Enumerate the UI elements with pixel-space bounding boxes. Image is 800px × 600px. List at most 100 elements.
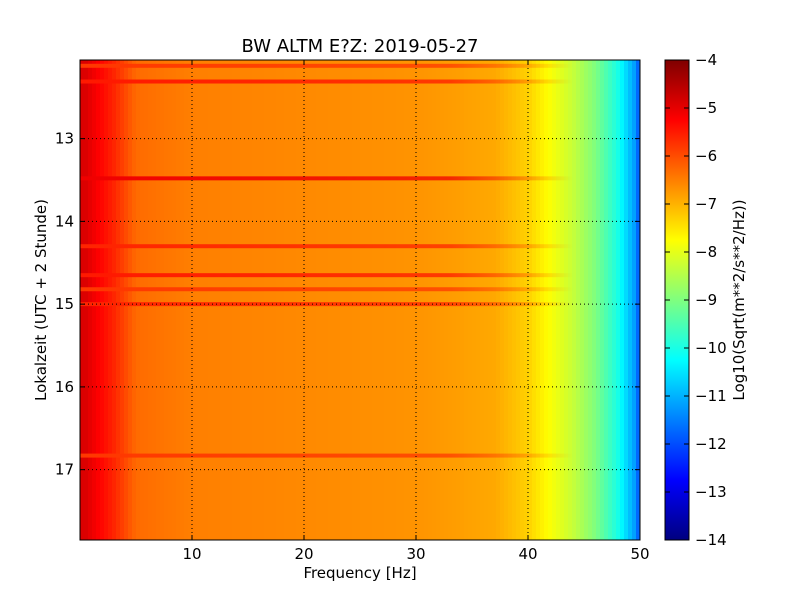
heatmap-cell: [80, 60, 85, 540]
heatmap-cell: [252, 60, 257, 540]
heatmap-cell: [216, 60, 221, 540]
heatmap-band: [80, 79, 573, 84]
colorbar-tick-label: −14: [695, 531, 727, 549]
x-tick-label: 20: [294, 545, 313, 563]
heatmap-cell: [152, 60, 157, 540]
heatmap-cell: [232, 60, 237, 540]
heatmap-cell: [524, 60, 529, 540]
y-tick-label: 15: [55, 295, 74, 313]
heatmap-cell: [588, 60, 593, 540]
colorbar-tick-label: −5: [695, 99, 717, 117]
heatmap-cell: [452, 60, 457, 540]
heatmap-cell: [372, 60, 377, 540]
heatmap-cell: [200, 60, 205, 540]
heatmap-cell: [96, 60, 101, 540]
heatmap-cell: [360, 60, 365, 540]
y-tick-label: 17: [55, 461, 74, 479]
heatmap-cell: [580, 60, 585, 540]
heatmap-cell: [616, 60, 621, 540]
heatmap-cell: [220, 60, 225, 540]
heatmap-cell: [124, 60, 129, 540]
heatmap-cell: [624, 60, 629, 540]
heatmap-cell: [368, 60, 373, 540]
y-axis-label: Lokalzeit (UTC + 2 Stunde): [32, 199, 50, 401]
heatmap-cell: [128, 60, 133, 540]
heatmap-cell: [188, 60, 193, 540]
x-axis: 10 20 30 40 50: [182, 60, 650, 563]
heatmap-cell: [104, 60, 109, 540]
heatmap-cell: [600, 60, 605, 540]
heatmap-cell: [384, 60, 389, 540]
heatmap-cell: [180, 60, 185, 540]
heatmap-cell: [312, 60, 317, 540]
heatmap-cell: [84, 60, 89, 540]
heatmap-cell: [416, 60, 421, 540]
heatmap-cell: [548, 60, 553, 540]
heatmap-cell: [388, 60, 393, 540]
heatmap-cell: [440, 60, 445, 540]
heatmap-band: [80, 63, 573, 68]
heatmap-cell: [236, 60, 241, 540]
heatmap-cell: [148, 60, 153, 540]
heatmap-cell: [324, 60, 329, 540]
heatmap-cell: [472, 60, 477, 540]
x-tick-label: 30: [406, 545, 425, 563]
heatmap-cell: [536, 60, 541, 540]
heatmap-cell: [136, 60, 141, 540]
heatmap-bands: [80, 63, 573, 458]
heatmap-cell: [560, 60, 565, 540]
heatmap-cell: [184, 60, 189, 540]
heatmap-cell: [516, 60, 521, 540]
heatmap-cell: [316, 60, 321, 540]
heatmap-cell: [176, 60, 181, 540]
x-tick-label: 40: [518, 545, 537, 563]
heatmap-band: [80, 176, 573, 181]
plot-frame: [79, 59, 641, 541]
heatmap-cell: [496, 60, 501, 540]
heatmap-cell: [344, 60, 349, 540]
heatmap-cell: [500, 60, 505, 540]
heatmap-cell: [572, 60, 577, 540]
heatmap-cell: [352, 60, 357, 540]
heatmap-cell: [468, 60, 473, 540]
heatmap-cell: [584, 60, 589, 540]
heatmap-cell: [132, 60, 137, 540]
y-tick-label: 16: [55, 378, 74, 396]
heatmap-cell: [568, 60, 573, 540]
y-tick-label: 13: [55, 130, 74, 148]
heatmap-cell: [556, 60, 561, 540]
x-tick-label: 50: [630, 545, 649, 563]
heatmap-cell: [432, 60, 437, 540]
heatmap-cell: [424, 60, 429, 540]
colorbar: −4 −5 −6 −7 −8 −9 −10 −11 −12 −13 −14 Log10(Sqrt(m…: [664, 51, 748, 549]
heatmap-cell: [192, 60, 197, 540]
colorbar-tick-label: −4: [695, 51, 717, 69]
heatmap-cell: [168, 60, 173, 540]
heatmap-cell: [552, 60, 557, 540]
colorbar-tick-label: −8: [695, 243, 717, 261]
heatmap-cell: [456, 60, 461, 540]
heatmap-cell: [632, 60, 637, 540]
heatmap-cell: [212, 60, 217, 540]
heatmap-cell: [404, 60, 409, 540]
heatmap-cell: [412, 60, 417, 540]
heatmap-cell: [332, 60, 337, 540]
colorbar-tick-label: −7: [695, 195, 717, 213]
heatmap-cell: [88, 60, 93, 540]
heatmap-cell: [512, 60, 517, 540]
heatmap-cell: [208, 60, 213, 540]
plot-area: [80, 60, 640, 540]
heatmap-cell: [156, 60, 161, 540]
heatmap-band: [80, 453, 573, 458]
heatmap-cell: [268, 60, 273, 540]
heatmap-band: [80, 273, 573, 278]
heatmap-cell: [532, 60, 537, 540]
heatmap-cell: [612, 60, 617, 540]
heatmap-cell: [284, 60, 289, 540]
heatmap-cell: [592, 60, 597, 540]
colorbar-tick-label: −9: [695, 291, 717, 309]
heatmap-cell: [508, 60, 513, 540]
y-tick-label: 14: [55, 212, 74, 230]
heatmap-cell: [364, 60, 369, 540]
